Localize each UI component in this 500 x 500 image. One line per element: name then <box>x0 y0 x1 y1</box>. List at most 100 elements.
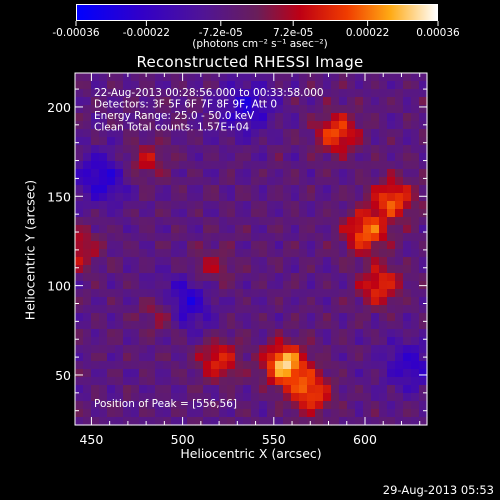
heatmap-cell <box>99 361 108 370</box>
heatmap-cell <box>203 129 212 138</box>
heatmap-cell <box>291 297 300 306</box>
heatmap-cell <box>275 249 284 258</box>
heatmap-cell <box>123 121 132 130</box>
heatmap-cell <box>171 233 180 242</box>
heatmap-cell <box>155 297 164 306</box>
heatmap-cell <box>387 249 396 258</box>
x-tick-label: 450 <box>79 432 103 447</box>
heatmap-cell <box>195 257 204 266</box>
heatmap-cell <box>91 273 100 282</box>
heatmap-cell <box>331 97 340 106</box>
heatmap-cell <box>371 249 380 258</box>
heatmap-cell <box>339 105 348 114</box>
heatmap-cell <box>75 209 84 218</box>
heatmap-cell <box>267 121 276 130</box>
heatmap-cell <box>339 169 348 178</box>
heatmap-cell <box>339 249 348 258</box>
heatmap-cell <box>171 361 180 370</box>
heatmap-cell <box>363 409 372 418</box>
heatmap-cell <box>227 361 236 370</box>
heatmap-cell <box>203 233 212 242</box>
heatmap-cell <box>139 145 148 154</box>
heatmap-cell <box>379 89 388 98</box>
heatmap-cell <box>243 129 252 138</box>
heatmap-cell <box>315 409 324 418</box>
heatmap-cell <box>179 81 188 90</box>
heatmap-cell <box>419 345 428 354</box>
heatmap-cell <box>315 345 324 354</box>
heatmap-cell <box>339 241 348 250</box>
heatmap-cell <box>283 153 292 162</box>
heatmap-cell <box>291 113 300 122</box>
heatmap-cell <box>419 321 428 330</box>
heatmap-cell <box>275 265 284 274</box>
heatmap-cell <box>371 73 380 82</box>
heatmap-cell <box>387 145 396 154</box>
heatmap-cell <box>395 385 404 394</box>
heatmap-cell <box>323 113 332 122</box>
heatmap-cell <box>251 201 260 210</box>
heatmap-cell <box>211 177 220 186</box>
heatmap-cell <box>179 305 188 314</box>
heatmap-cell <box>147 329 156 338</box>
heatmap-cell <box>147 153 156 162</box>
heatmap-cell <box>331 257 340 266</box>
heatmap-cell <box>243 265 252 274</box>
heatmap-cell <box>323 393 332 402</box>
heatmap-cell <box>75 273 84 282</box>
heatmap-cell <box>355 97 364 106</box>
heatmap-cell <box>323 345 332 354</box>
heatmap-cell <box>99 73 108 82</box>
heatmap-cell <box>283 81 292 90</box>
heatmap-cell <box>107 321 116 330</box>
heatmap-cell <box>235 289 244 298</box>
heatmap-cell <box>379 105 388 114</box>
heatmap-cell <box>83 217 92 226</box>
heatmap-cell <box>131 105 140 114</box>
heatmap-cell <box>123 353 132 362</box>
heatmap-cell <box>379 369 388 378</box>
heatmap-cell <box>187 249 196 258</box>
heatmap-cell <box>83 169 92 178</box>
heatmap-cell <box>347 393 356 402</box>
heatmap-cell <box>331 393 340 402</box>
heatmap-cell <box>219 129 228 138</box>
heatmap-cell <box>267 361 276 370</box>
heatmap-cell <box>227 257 236 266</box>
heatmap-cell <box>419 401 428 410</box>
heatmap-cell <box>155 321 164 330</box>
heatmap-cell <box>259 177 268 186</box>
heatmap-cell <box>251 193 260 202</box>
heatmap-cell <box>355 361 364 370</box>
heatmap-cell <box>355 225 364 234</box>
heatmap-cell <box>91 201 100 210</box>
heatmap-cell <box>395 73 404 82</box>
heatmap-cell <box>387 345 396 354</box>
heatmap-cell <box>243 177 252 186</box>
heatmap-cell <box>259 137 268 146</box>
heatmap-cell <box>235 209 244 218</box>
heatmap-cell <box>75 417 84 426</box>
heatmap-cell <box>131 145 140 154</box>
heatmap-cell <box>379 409 388 418</box>
heatmap-cell <box>147 337 156 346</box>
heatmap-cell <box>403 401 412 410</box>
heatmap-cell <box>323 225 332 234</box>
heatmap-cell <box>195 289 204 298</box>
heatmap-cell <box>139 345 148 354</box>
heatmap-cell <box>419 153 428 162</box>
heatmap-cell <box>347 113 356 122</box>
heatmap-cell <box>411 225 420 234</box>
heatmap-cell <box>283 337 292 346</box>
heatmap-cell <box>395 121 404 130</box>
heatmap-cells <box>75 73 428 426</box>
heatmap-cell <box>123 385 132 394</box>
heatmap-cell <box>259 321 268 330</box>
heatmap-cell <box>315 161 324 170</box>
heatmap-cell <box>339 305 348 314</box>
heatmap-cell <box>75 121 84 130</box>
heatmap-cell <box>187 257 196 266</box>
heatmap-cell <box>107 217 116 226</box>
heatmap-cell <box>259 161 268 170</box>
heatmap-cell <box>395 249 404 258</box>
